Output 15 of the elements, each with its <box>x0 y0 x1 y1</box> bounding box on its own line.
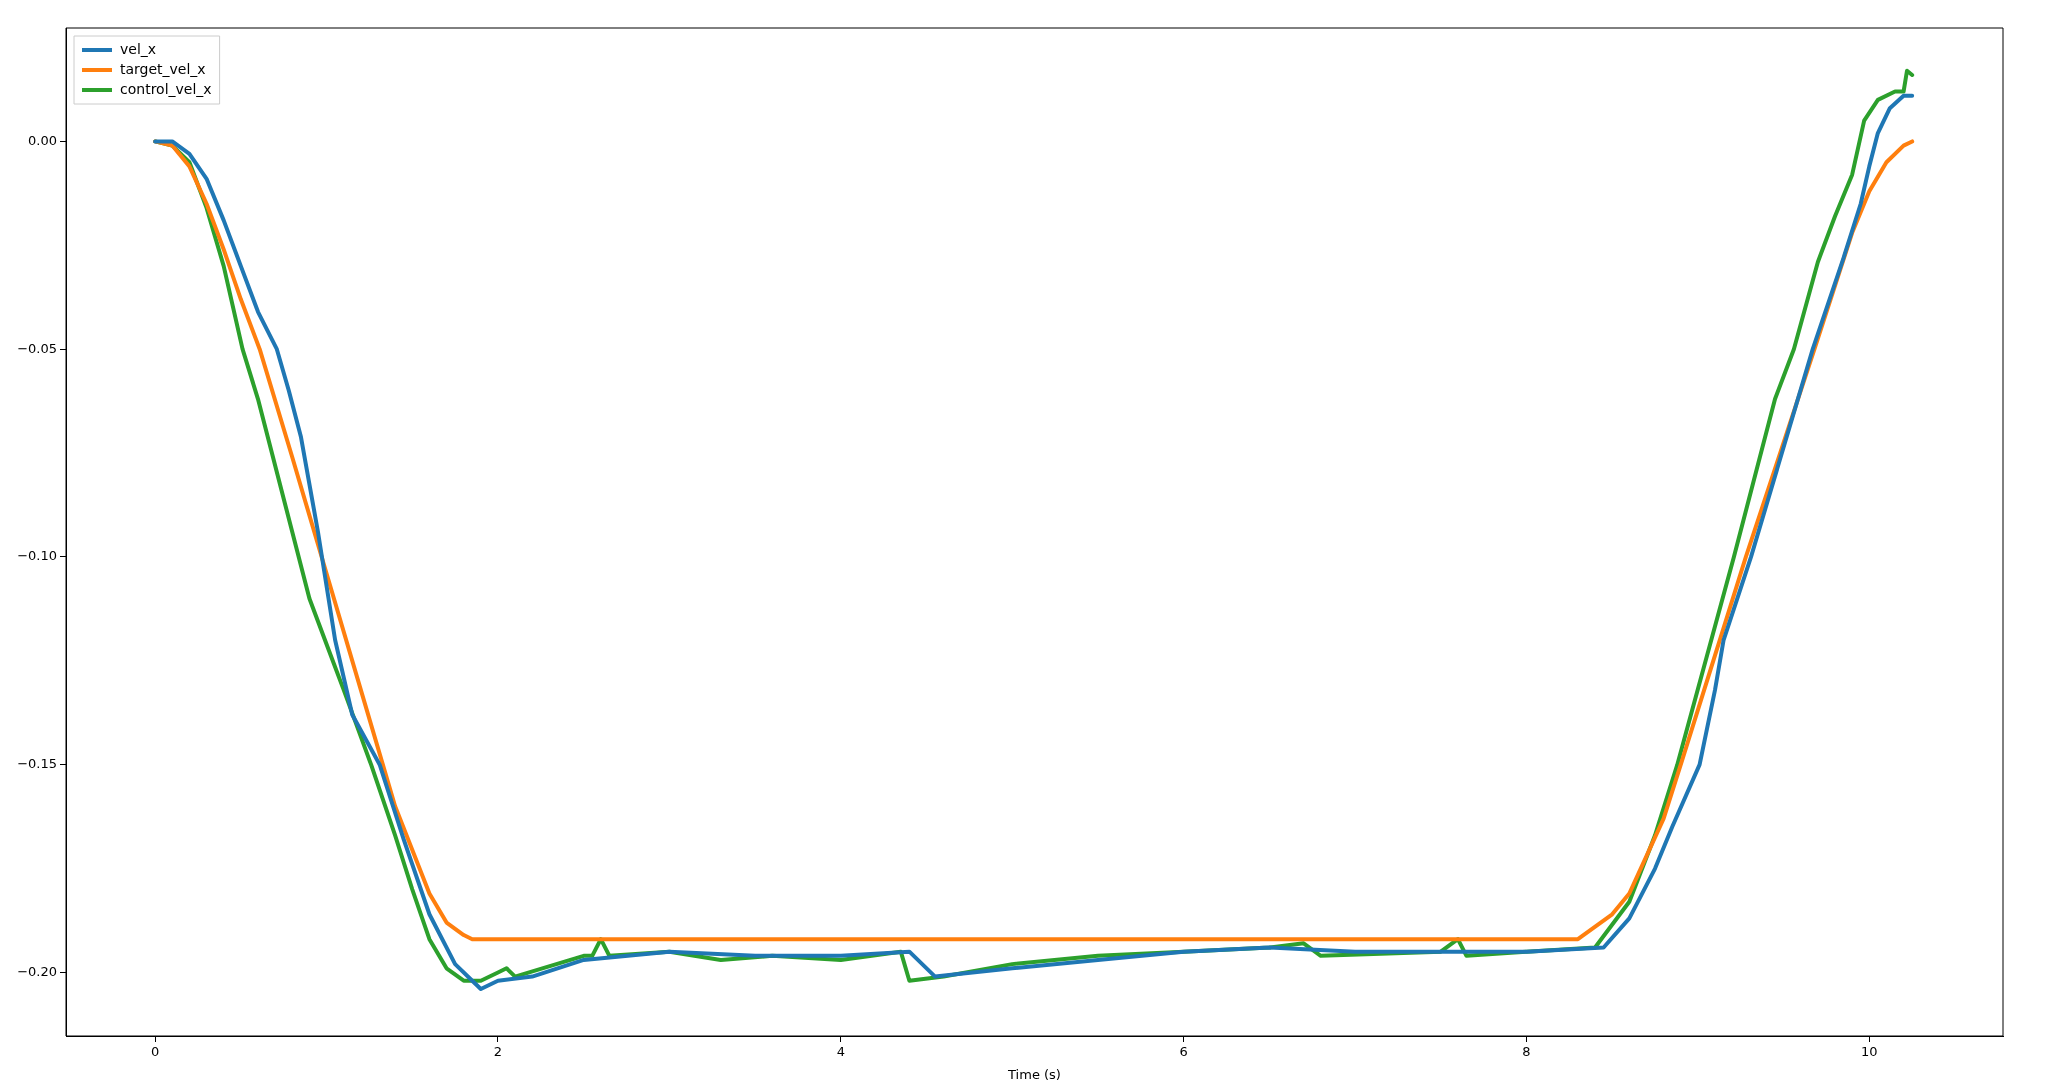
legend-label: control_vel_x <box>120 80 212 97</box>
y-tick-label: −0.05 <box>17 340 57 356</box>
x-axis-title: Time (s) <box>1007 1066 1061 1082</box>
legend-label: vel_x <box>120 40 157 57</box>
x-tick-label: 10 <box>1861 1044 1878 1060</box>
y-tick-label: −0.20 <box>17 963 57 979</box>
y-tick-label: −0.15 <box>17 756 57 772</box>
x-tick-label: 6 <box>1179 1044 1188 1060</box>
x-tick-label: 0 <box>151 1044 160 1060</box>
x-tick-label: 8 <box>1522 1044 1531 1060</box>
y-tick-label: 0.00 <box>28 132 57 148</box>
x-tick-label: 4 <box>836 1044 845 1060</box>
y-tick-label: −0.10 <box>17 548 57 564</box>
legend-label: target_vel_x <box>120 60 206 77</box>
x-tick-label: 2 <box>493 1044 503 1060</box>
